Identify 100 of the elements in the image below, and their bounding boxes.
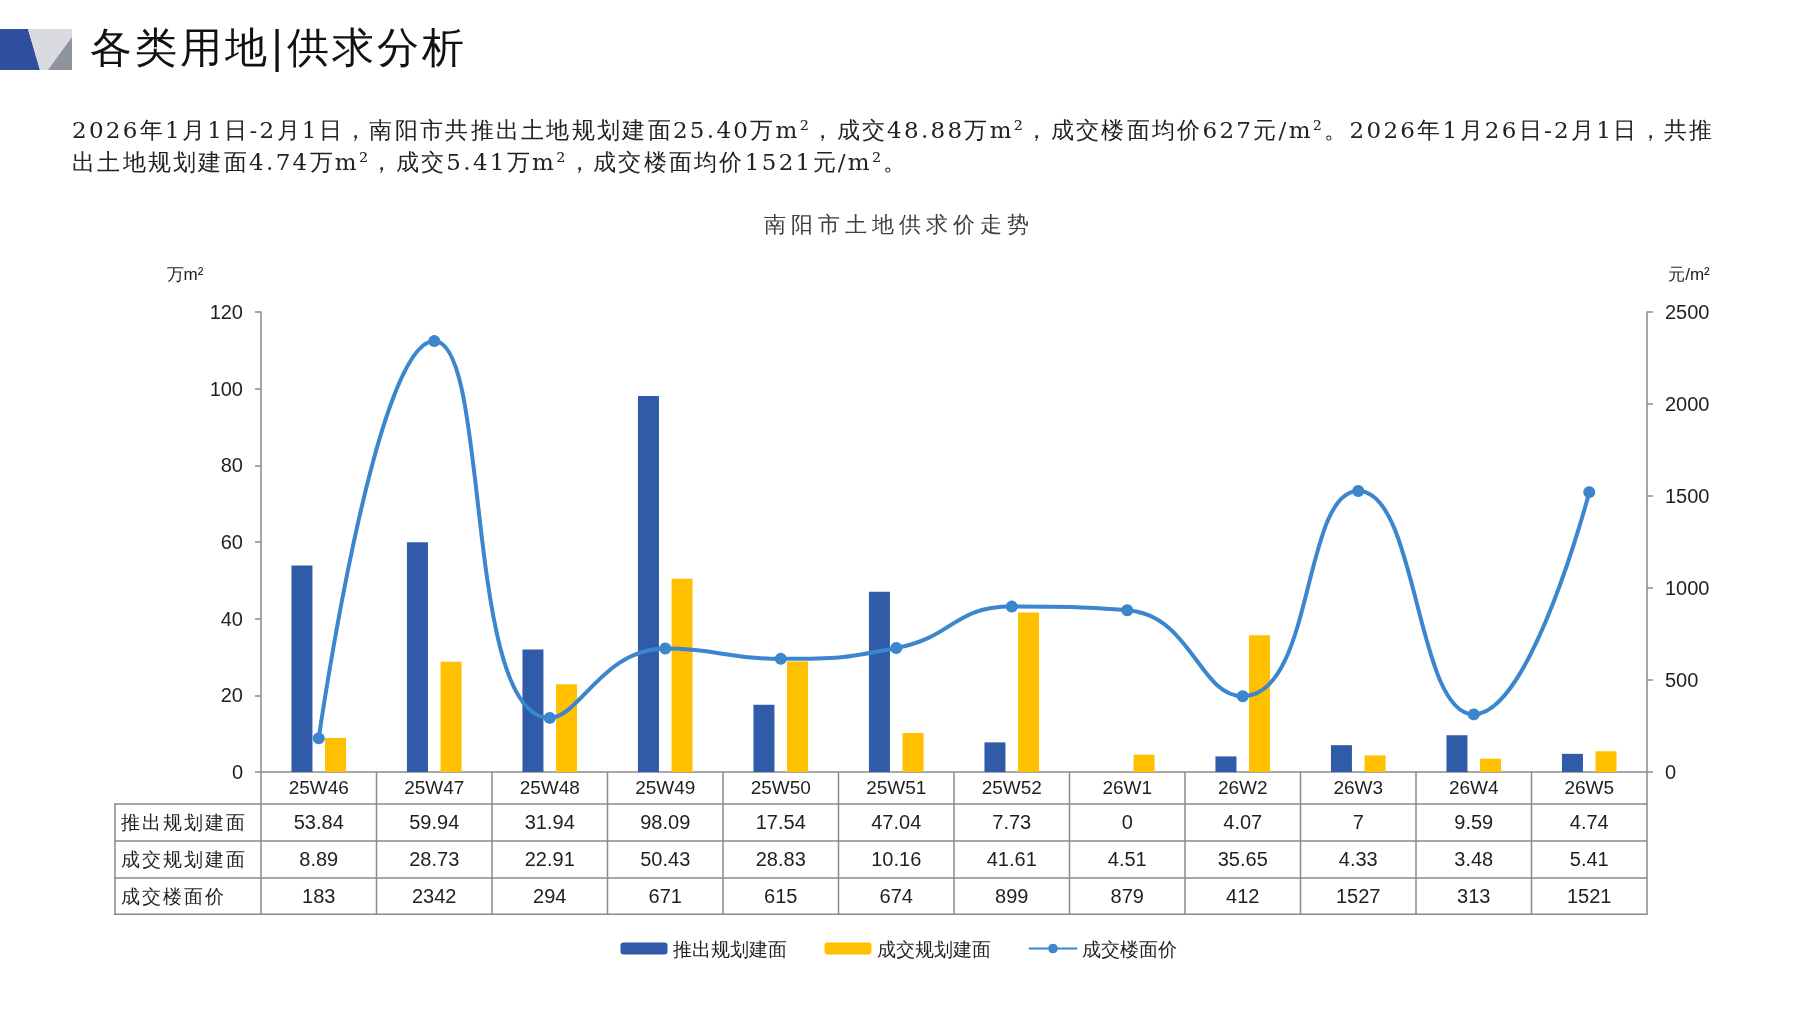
bar bbox=[522, 649, 544, 772]
x-tick-label: 26W5 bbox=[1564, 777, 1615, 798]
data-label: 4.74 bbox=[1569, 811, 1609, 834]
data-label: 4.07 bbox=[1223, 811, 1263, 834]
data-label: 1527 bbox=[1336, 885, 1381, 908]
bar bbox=[1595, 751, 1617, 772]
data-label: 31.94 bbox=[524, 811, 575, 834]
data-label: 899 bbox=[995, 885, 1029, 908]
legend-label: 成交规划建面 bbox=[876, 937, 991, 960]
y-tick-label: 20 bbox=[220, 684, 243, 707]
data-label: 17.54 bbox=[755, 811, 806, 834]
bar bbox=[1215, 756, 1237, 772]
x-tick-label: 25W50 bbox=[750, 777, 811, 798]
point bbox=[774, 652, 787, 665]
data-label: 28.83 bbox=[755, 848, 806, 871]
data-label: 50.43 bbox=[640, 848, 691, 871]
x-tick-label: 25W49 bbox=[635, 777, 696, 798]
y-tick-label: 100 bbox=[209, 377, 243, 400]
text: 推出规划建面 bbox=[121, 810, 247, 833]
data-label: 98.09 bbox=[640, 811, 691, 834]
bar bbox=[868, 591, 890, 772]
data-label: 183 bbox=[302, 885, 336, 908]
x-tick-label: 25W48 bbox=[519, 777, 580, 798]
y-tick-label: 120 bbox=[209, 301, 243, 323]
y-tick-label: 40 bbox=[220, 607, 243, 630]
y2-tick-label: 1000 bbox=[1665, 577, 1710, 599]
data-label: 5.41 bbox=[1569, 848, 1609, 871]
y-tick-label: 0 bbox=[231, 761, 243, 783]
point bbox=[659, 642, 672, 655]
text: 成交规划建面 bbox=[121, 847, 247, 870]
bar bbox=[1364, 755, 1386, 772]
point bbox=[543, 711, 556, 724]
x-tick-label: 26W4 bbox=[1448, 777, 1499, 798]
legend-label: 推出规划建面 bbox=[672, 937, 787, 960]
bar bbox=[291, 565, 313, 772]
bar bbox=[984, 742, 1006, 772]
y2-tick-label: 2500 bbox=[1665, 301, 1710, 323]
data-label: 59.94 bbox=[409, 811, 460, 834]
bar bbox=[902, 733, 924, 772]
bar bbox=[787, 661, 809, 772]
y2-tick-label: 500 bbox=[1665, 669, 1699, 691]
bar bbox=[1330, 745, 1352, 772]
y-tick-label: 60 bbox=[220, 531, 243, 553]
point bbox=[1352, 485, 1365, 498]
data-label: 0 bbox=[1121, 811, 1133, 834]
y-axis-title: 万m² bbox=[166, 264, 204, 284]
data-label: 47.04 bbox=[871, 811, 922, 834]
data-label: 7.73 bbox=[992, 811, 1032, 834]
data-label: 412 bbox=[1226, 885, 1260, 908]
text: 2026年1月1日-2月1日，南阳市共推出土地规划建面25.40万m²，成交48.88万m²，成交楼面均价627元/m²。2026年1月26日-2月1日，共推出土地规划建面4.74万m²，成交5.41万m²，成交楼面均价1521元/m²。 bbox=[72, 116, 1716, 177]
y-tick-label: 80 bbox=[220, 454, 243, 477]
data-label: 9.59 bbox=[1454, 811, 1494, 834]
x-tick-label: 26W2 bbox=[1217, 777, 1268, 798]
x-tick-label: 25W46 bbox=[288, 777, 349, 798]
point bbox=[890, 641, 903, 654]
x-tick-label: 26W3 bbox=[1333, 777, 1384, 798]
text: 成交楼面价 bbox=[121, 884, 226, 907]
bar bbox=[1446, 735, 1468, 772]
point bbox=[1467, 708, 1480, 721]
bar bbox=[1561, 753, 1583, 772]
point bbox=[1583, 486, 1596, 499]
data-label: 8.89 bbox=[299, 848, 339, 871]
y2-tick-label: 0 bbox=[1665, 761, 1677, 783]
point bbox=[1005, 600, 1018, 613]
data-label: 674 bbox=[879, 885, 913, 908]
data-label: 313 bbox=[1457, 885, 1491, 908]
data-label: 53.84 bbox=[293, 811, 344, 834]
data-label: 41.61 bbox=[986, 848, 1037, 871]
bar bbox=[556, 684, 578, 772]
legend-label: 成交楼面价 bbox=[1081, 937, 1177, 960]
x-tick-label: 26W1 bbox=[1102, 777, 1153, 798]
y2-axis-title: 元/m² bbox=[1668, 264, 1711, 284]
point bbox=[1121, 604, 1134, 617]
data-label: 3.48 bbox=[1454, 848, 1494, 871]
y2-tick-label: 1500 bbox=[1665, 485, 1710, 507]
x-tick-label: 25W51 bbox=[866, 777, 927, 798]
bar bbox=[1249, 635, 1271, 772]
data-label: 615 bbox=[764, 885, 798, 908]
data-label: 22.91 bbox=[524, 848, 575, 871]
data-label: 1521 bbox=[1567, 885, 1612, 908]
bar bbox=[753, 704, 775, 772]
bar bbox=[1133, 754, 1155, 772]
x-tick-label: 25W52 bbox=[981, 777, 1042, 798]
bar bbox=[1480, 758, 1502, 772]
data-label: 10.16 bbox=[871, 848, 922, 871]
data-label: 4.33 bbox=[1338, 848, 1378, 871]
bar bbox=[637, 395, 659, 772]
bar bbox=[671, 578, 693, 772]
bar bbox=[406, 542, 428, 772]
data-label: 4.51 bbox=[1107, 848, 1147, 871]
data-label: 7 bbox=[1352, 811, 1364, 834]
data-label: 2342 bbox=[412, 885, 457, 908]
bar bbox=[440, 661, 462, 772]
x-tick-label: 25W47 bbox=[404, 777, 465, 798]
point bbox=[1236, 690, 1249, 703]
bar bbox=[325, 737, 347, 772]
y2-tick-label: 2000 bbox=[1665, 393, 1710, 415]
data-label: 35.65 bbox=[1217, 848, 1268, 871]
chart-subtitle: 南阳市土地供求价走势 bbox=[763, 212, 1034, 237]
bar bbox=[1018, 612, 1040, 772]
